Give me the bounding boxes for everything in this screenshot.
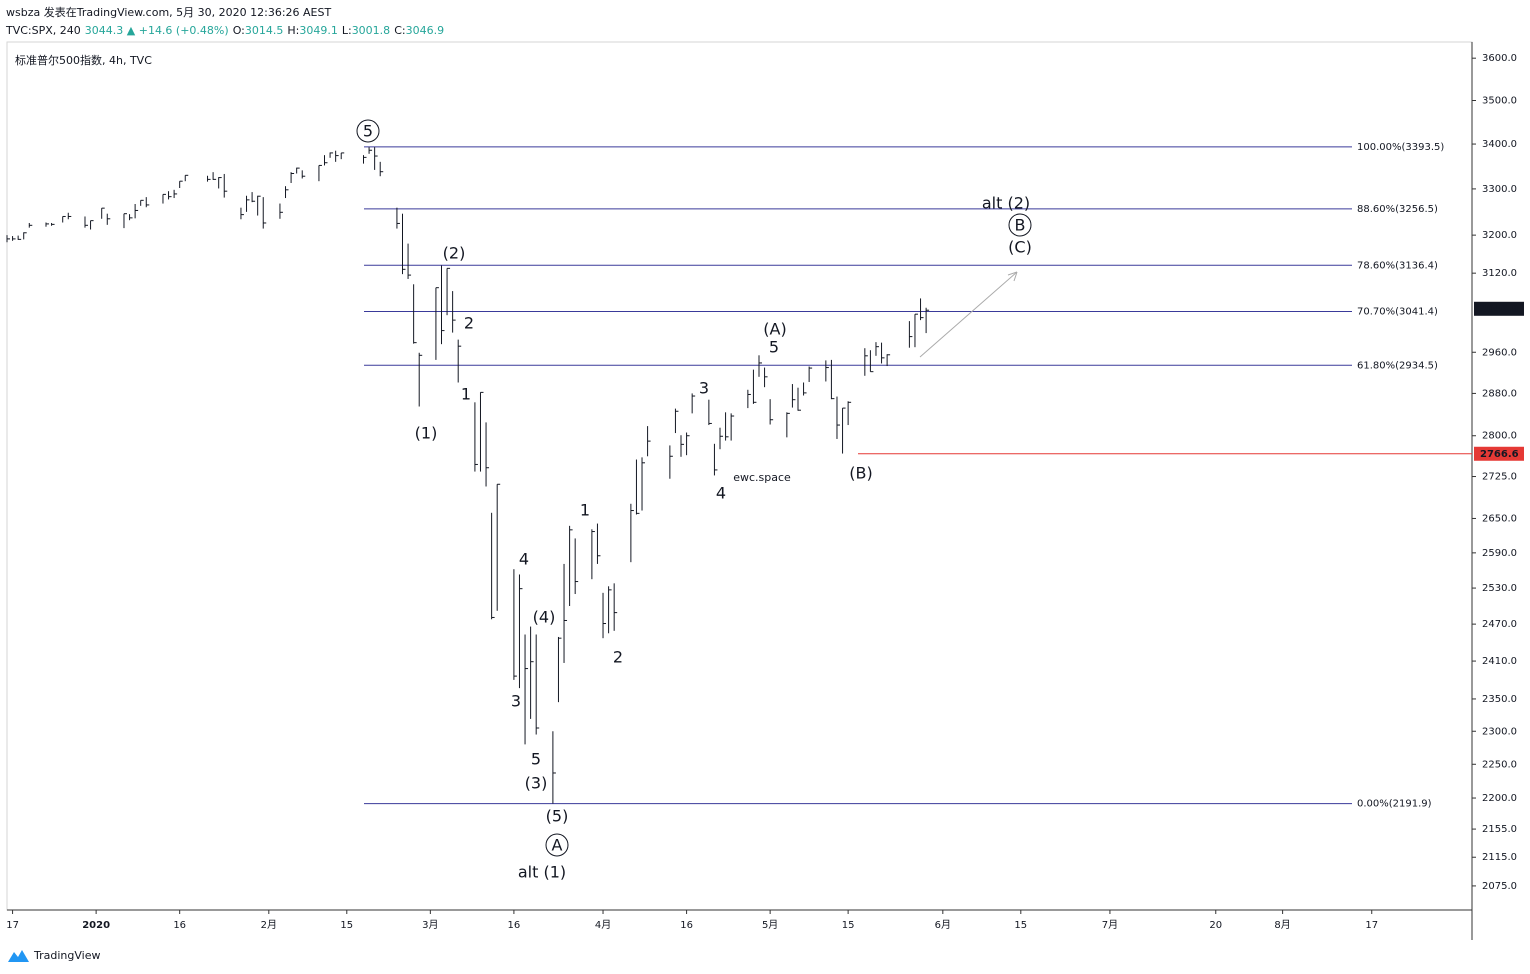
quote-part: 3014.5 <box>245 24 284 37</box>
y-tick-label: 2960.0 <box>1482 347 1517 358</box>
y-tick-label: 2800.0 <box>1482 431 1517 442</box>
y-tick-label: 2250.0 <box>1482 759 1517 770</box>
x-tick-label: 16 <box>680 920 693 931</box>
wave-label: (B) <box>849 464 872 483</box>
y-tick-label: 3120.0 <box>1482 268 1517 279</box>
x-tick-label: 17 <box>1365 920 1378 931</box>
y-tick-label: 2880.0 <box>1482 388 1517 399</box>
quote-line: TVC:SPX, 240 3044.3 ▲ +14.6 (+0.48%) O:301… <box>5 24 444 37</box>
quote-part: O: <box>233 24 245 37</box>
fib-label: 0.00%(2191.9) <box>1357 799 1432 810</box>
quote-part: H: <box>287 24 299 37</box>
y-tick-label: 3300.0 <box>1482 184 1517 195</box>
quote-part: 3044.3 ▲ +14.6 (+0.48%) <box>85 24 229 37</box>
wave-label: (C) <box>1008 238 1032 257</box>
y-tick-label: 2155.0 <box>1482 824 1517 835</box>
x-tick-label: 3月 <box>422 919 438 931</box>
wave-label: (5) <box>546 807 569 826</box>
wave-label: (4) <box>533 608 556 627</box>
wave-label: alt (1) <box>518 863 566 882</box>
x-tick-label: 16 <box>173 920 186 931</box>
fib-label: 61.80%(2934.5) <box>1357 360 1438 371</box>
footer-brand: TradingView <box>33 949 100 962</box>
stop-label: 2766.6 <box>1480 449 1519 460</box>
wave-label: 1 <box>580 501 590 520</box>
x-tick-label: 2月 <box>261 919 277 931</box>
wave-label: 5 <box>531 750 541 769</box>
y-tick-label: 2200.0 <box>1482 793 1517 804</box>
y-tick-label: 2300.0 <box>1482 726 1517 737</box>
arrow-head <box>1007 271 1018 282</box>
projection-arrow <box>919 271 1018 358</box>
wave-label: 3 <box>511 692 521 711</box>
y-tick-label: 2410.0 <box>1482 656 1517 667</box>
wave-label: alt (2) <box>982 194 1030 213</box>
wave-label: 3 <box>699 379 709 398</box>
watermark: ewc.space <box>733 471 791 484</box>
x-tick-label: 16 <box>508 920 521 931</box>
y-tick-label: 2350.0 <box>1482 694 1517 705</box>
wave-label: B <box>1015 216 1026 235</box>
x-tick-label: 15 <box>340 920 353 931</box>
x-tick-label: 7月 <box>1102 919 1118 931</box>
y-tick-label: 3400.0 <box>1482 139 1517 150</box>
wave-label: 1 <box>461 385 471 404</box>
x-tick-label: 20 <box>1209 920 1222 931</box>
price-label-box <box>1474 301 1524 316</box>
wave-label: 4 <box>519 550 529 569</box>
wave-circle <box>356 119 380 143</box>
y-tick-label: 2115.0 <box>1482 852 1517 863</box>
x-tick-label: 6月 <box>935 919 951 931</box>
fib-label: 100.00%(3393.5) <box>1357 142 1444 153</box>
x-tick-label: 4月 <box>595 919 611 931</box>
wave-label: 2 <box>613 648 623 667</box>
x-tick-label: 5月 <box>762 919 778 931</box>
wave-label: (3) <box>525 774 548 793</box>
quote-part: C: <box>394 24 405 37</box>
wave-label: 2 <box>464 314 474 333</box>
y-tick-label: 2470.0 <box>1482 619 1517 630</box>
y-tick-label: 2590.0 <box>1482 548 1517 559</box>
quote-part: 3001.8 <box>352 24 391 37</box>
wave-circle <box>1008 213 1032 237</box>
wave-label: (2) <box>443 244 466 263</box>
wave-label: 5 <box>363 122 373 141</box>
stop-label-box <box>1474 446 1524 461</box>
fib-label: 88.60%(3256.5) <box>1357 204 1438 215</box>
x-tick-label: 8月 <box>1274 919 1290 931</box>
fib-label: 78.60%(3136.4) <box>1357 260 1438 271</box>
price-label: 3046.9 <box>1480 304 1519 315</box>
quote-part: TVC:SPX, 240 <box>5 24 81 37</box>
header-line: wsbza 发表在TradingView.com, 5月 30, 2020 12… <box>6 5 331 19</box>
wave-label: (A) <box>763 320 786 339</box>
wave-label: A <box>552 836 563 855</box>
x-tick-label: 15 <box>842 920 855 931</box>
y-tick-label: 2650.0 <box>1482 513 1517 524</box>
y-tick-label: 2530.0 <box>1482 583 1517 594</box>
x-tick-label: 15 <box>1014 920 1027 931</box>
wave-label: 4 <box>716 484 726 503</box>
tv-logo <box>8 950 29 962</box>
y-tick-label: 3500.0 <box>1482 96 1517 107</box>
quote-part: 3049.1 <box>299 24 338 37</box>
fib-label: 70.70%(3041.4) <box>1357 306 1438 317</box>
y-tick-label: 2075.0 <box>1482 881 1517 892</box>
y-tick-label: 2725.0 <box>1482 472 1517 483</box>
x-tick-label: 17 <box>6 920 19 931</box>
wave-label: 5 <box>769 338 779 357</box>
wave-circle <box>545 833 569 857</box>
x-tick-label: 2020 <box>82 920 110 931</box>
legend-title: 标准普尔500指数, 4h, TVC <box>15 53 152 67</box>
wave-label: (1) <box>415 424 438 443</box>
quote-part: 3046.9 <box>406 24 445 37</box>
y-tick-label: 3600.0 <box>1482 53 1517 64</box>
y-tick-label: 3200.0 <box>1482 230 1517 241</box>
quote-part: L: <box>342 24 352 37</box>
